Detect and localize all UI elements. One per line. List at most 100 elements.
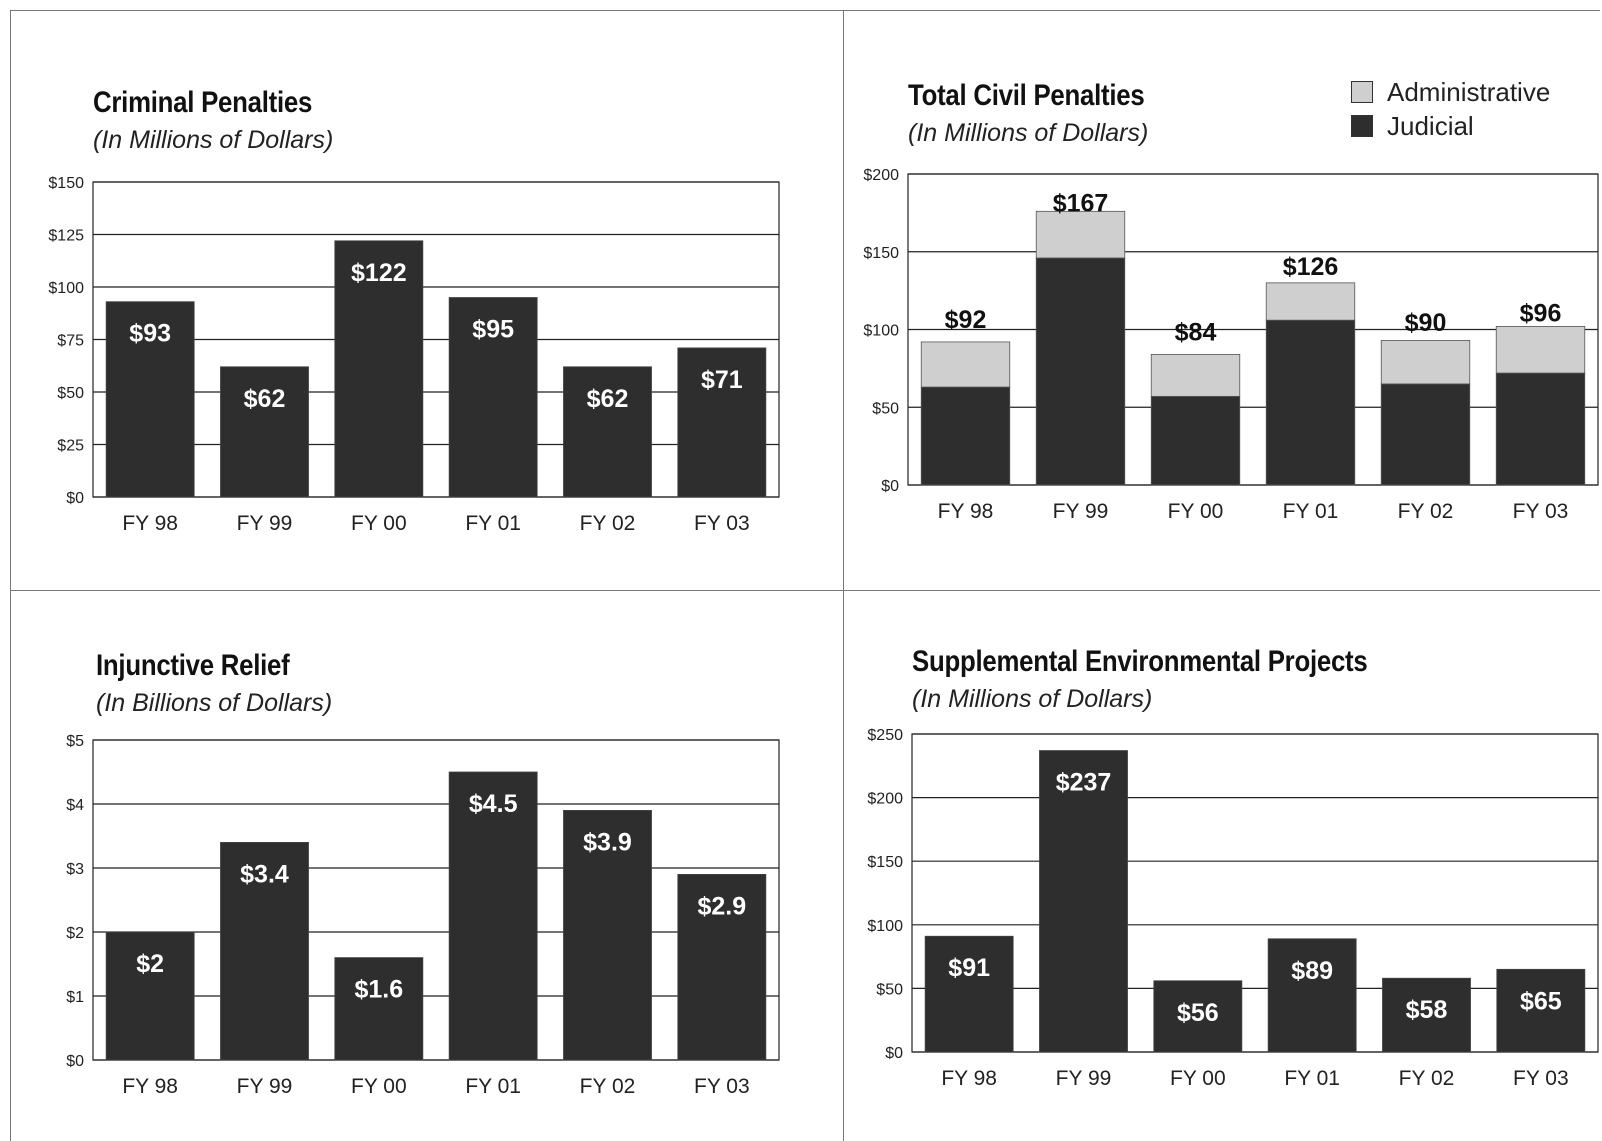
y-tick-label: $75 [57,333,84,350]
chart-title: Supplemental Environmental Projects [912,645,1368,678]
administrative-swatch [1351,81,1373,103]
bar-administrative [920,341,1011,388]
y-tick-label: $5 [66,733,84,750]
chart-subtitle: (In Millions of Dollars) [93,126,334,154]
y-tick-label: $200 [863,167,899,184]
bar-judicial [1495,372,1586,486]
x-tick-label: FY 01 [1284,1067,1340,1090]
x-tick-label: FY 02 [580,512,636,535]
chart-legend: Administrative Judicial [1351,75,1550,143]
bar-value-label: $62 [587,385,629,413]
bar-total-label: $92 [945,306,987,334]
page-frame [10,10,1600,1141]
x-tick-label: FY 01 [465,512,521,535]
y-tick-label: $0 [885,1045,903,1062]
x-tick-label: FY 00 [1168,500,1224,523]
legend-entry-administrative: Administrative [1351,75,1550,109]
bar-value-label: $95 [472,316,514,344]
x-tick-label: FY 00 [1170,1067,1226,1090]
bar-value-label: $2.9 [697,892,746,920]
bar-total-label: $126 [1283,253,1339,281]
y-tick-label: $150 [863,245,899,262]
bar-administrative [1495,325,1586,374]
x-tick-label: FY 01 [465,1075,521,1098]
bar-judicial [1265,319,1356,486]
y-tick-label: $1 [66,989,84,1006]
chart-subtitle: (In Millions of Dollars) [912,685,1153,713]
bar [220,842,309,1061]
bar [563,810,652,1061]
bar-judicial [920,386,1011,486]
y-tick-label: $25 [57,438,84,455]
y-tick-label: $50 [57,385,84,402]
bar [677,874,767,1061]
x-tick-label: FY 98 [941,1067,997,1090]
bar [105,301,195,498]
legend-label: Administrative [1387,76,1551,107]
bar-total-label: $84 [1175,318,1217,346]
y-tick-label: $250 [867,727,903,744]
bar-value-label: $89 [1291,957,1333,985]
y-tick-label: $200 [867,791,903,808]
bar-value-label: $65 [1520,987,1562,1015]
y-tick-label: $4 [66,797,84,814]
bar-judicial [1035,257,1126,486]
bar [1496,968,1586,1053]
y-tick-label: $0 [66,1053,84,1070]
y-tick-label: $100 [863,323,899,340]
plot-frame [907,173,1599,486]
bar [334,240,424,498]
bar-judicial [1150,395,1241,486]
bar [1267,938,1357,1053]
bar-administrative [1150,353,1241,397]
y-tick-label: $0 [881,478,899,495]
bar-value-label: $62 [244,385,286,413]
horizontal-divider [10,590,1600,591]
x-tick-label: FY 98 [122,512,178,535]
y-tick-label: $50 [876,981,903,998]
bar-administrative [1035,210,1126,259]
x-tick-label: FY 99 [237,512,293,535]
chart-title: Total Civil Penalties [908,79,1145,112]
plot-frame [92,739,780,1061]
bar [1153,980,1243,1053]
x-tick-label: FY 03 [1513,500,1569,523]
y-tick-label: $0 [66,490,84,507]
x-tick-label: FY 00 [351,512,407,535]
x-tick-label: FY 98 [122,1075,178,1098]
vertical-divider [843,10,844,1141]
bar-value-label: $4.5 [469,790,518,818]
x-tick-label: FY 03 [694,512,750,535]
y-tick-label: $2 [66,925,84,942]
bar [1382,977,1471,1053]
bar-value-label: $91 [948,954,990,982]
judicial-swatch [1351,115,1373,137]
bar-value-label: $58 [1406,996,1448,1024]
y-tick-label: $100 [48,280,84,297]
bar-total-label: $90 [1405,309,1447,337]
y-tick-label: $3 [66,861,84,878]
y-tick-label: $150 [48,175,84,192]
x-tick-label: FY 01 [1283,500,1339,523]
bar [448,297,538,498]
y-tick-label: $150 [867,854,903,871]
legend-entry-judicial: Judicial [1351,109,1550,143]
x-tick-label: FY 99 [237,1075,293,1098]
y-tick-label: $50 [872,400,899,417]
x-tick-label: FY 98 [938,500,994,523]
bar [334,957,424,1061]
x-tick-label: FY 00 [351,1075,407,1098]
bar-value-label: $122 [351,259,407,287]
x-tick-label: FY 02 [1398,500,1454,523]
bar-value-label: $71 [701,366,743,394]
x-tick-label: FY 03 [694,1075,750,1098]
bar [448,771,538,1061]
bar [677,347,767,498]
bar [1039,750,1128,1053]
bar-value-label: $1.6 [354,976,403,1004]
bar-value-label: $237 [1056,769,1112,797]
bar-value-label: $93 [129,320,171,348]
